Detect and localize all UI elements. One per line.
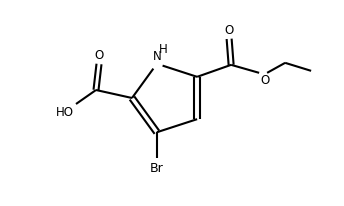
Text: O: O (260, 74, 269, 87)
Text: Br: Br (150, 162, 164, 175)
Text: H: H (159, 43, 167, 56)
Text: N: N (152, 50, 161, 63)
Text: O: O (225, 24, 234, 37)
Text: HO: HO (56, 106, 74, 119)
Text: O: O (94, 49, 104, 62)
